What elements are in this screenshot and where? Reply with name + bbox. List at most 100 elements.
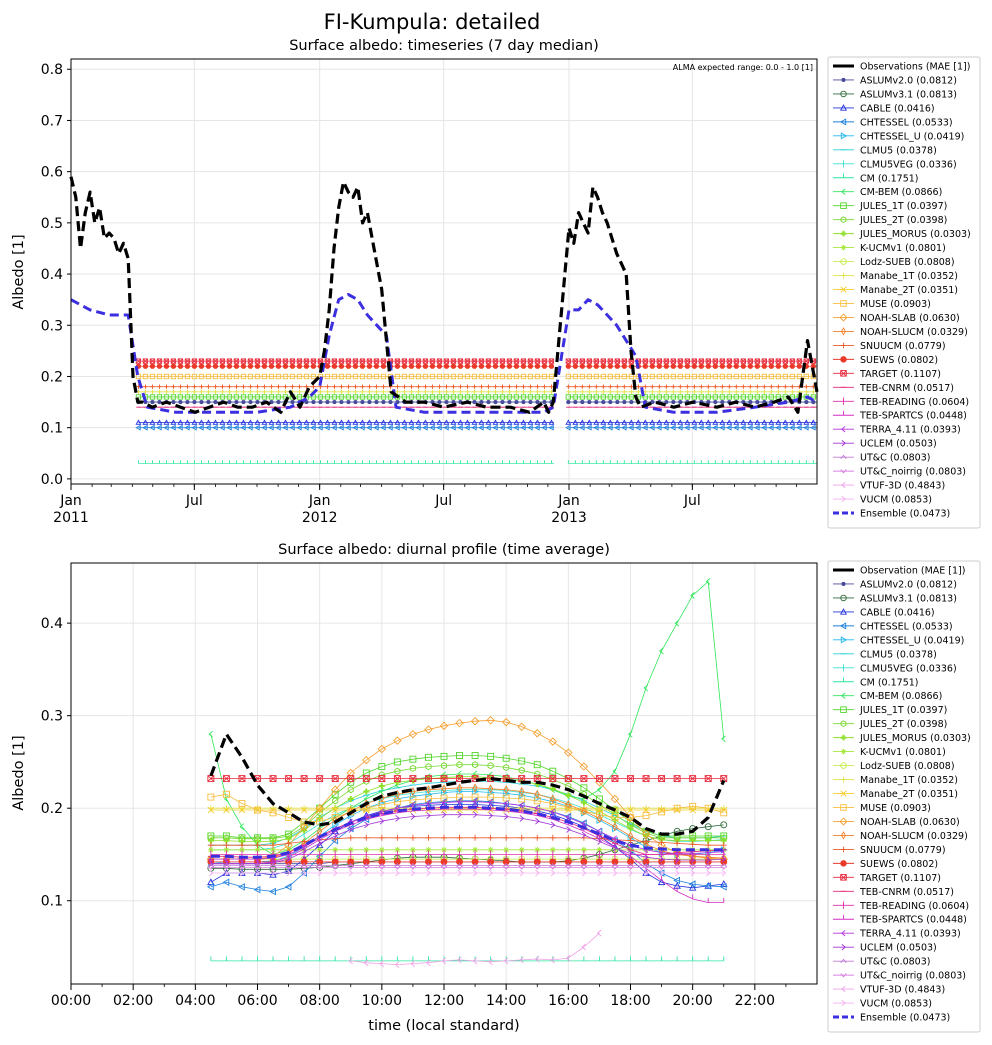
legend-entry-label: UT&C (0.0803) [860, 957, 930, 968]
legend-swatch-marker [840, 804, 847, 811]
model-level-marker [542, 384, 547, 389]
model-marker [239, 869, 245, 877]
model-level-marker [163, 394, 170, 400]
model-level-marker [325, 384, 330, 389]
model-level-marker [401, 363, 408, 369]
model-marker [642, 806, 650, 814]
model-level-marker [719, 419, 726, 425]
model-marker [393, 775, 401, 783]
model-marker [207, 878, 215, 886]
model-level-marker [677, 363, 683, 369]
model-level-marker [535, 384, 540, 389]
model-level-marker [471, 424, 477, 431]
model-level-marker [185, 400, 190, 405]
model-level-marker [219, 363, 226, 369]
model-level-marker [429, 358, 436, 364]
model-level-marker [593, 373, 599, 380]
model-marker [347, 778, 355, 786]
model-level-marker [248, 389, 253, 395]
model-level-marker [437, 400, 442, 405]
model-level-marker [416, 389, 421, 395]
model-level-marker [310, 419, 317, 425]
model-level-marker [205, 419, 212, 425]
legend-swatch-marker [841, 930, 846, 937]
model-level-marker [170, 373, 177, 380]
model-level-marker [614, 363, 620, 369]
model-level-marker [534, 373, 541, 380]
legend-entry-label: VUCM (0.0853) [860, 999, 932, 1010]
model-level-marker [219, 394, 226, 400]
model-marker [472, 783, 478, 793]
model-level-marker [415, 419, 422, 425]
model-level-marker [381, 389, 386, 395]
model-level-marker [565, 394, 571, 400]
model-level-marker [240, 373, 247, 380]
model-marker [238, 842, 245, 849]
model-level-marker [261, 419, 268, 425]
model-level-marker [705, 373, 711, 380]
model-level-marker [234, 389, 239, 395]
model-marker [270, 846, 277, 853]
model-level-marker [366, 363, 373, 369]
model-marker [472, 798, 478, 806]
model-marker [224, 869, 229, 877]
model-marker [299, 822, 309, 831]
model-level-marker [747, 419, 754, 425]
model-level-marker [572, 373, 578, 380]
legend-entry-label: CLMU5 (0.0378) [860, 649, 937, 660]
model-level-marker [478, 419, 485, 425]
legend-swatch-marker [840, 874, 847, 881]
legend-swatch-marker [841, 944, 846, 951]
model-level-marker [387, 419, 394, 425]
model-level-marker [754, 394, 760, 400]
model-level-marker [712, 373, 718, 380]
model-level-marker [803, 373, 809, 380]
model-marker [393, 758, 401, 766]
legend-entry-label: Manabe_2T (0.0351) [860, 789, 958, 800]
diurnal-xlabel: time (local standard) [368, 1018, 519, 1034]
model-level-marker [782, 373, 788, 380]
model-level-marker [541, 394, 548, 400]
model-level-marker [677, 419, 684, 425]
model-marker [689, 841, 696, 848]
model-level-marker [607, 363, 613, 369]
model-marker [612, 869, 618, 877]
model-level-marker [332, 384, 337, 389]
model-level-marker [685, 384, 690, 389]
model-level-marker [762, 384, 767, 389]
model-marker [254, 846, 261, 853]
model-line [210, 837, 724, 846]
model-marker [565, 814, 571, 821]
legend-swatch-marker [840, 90, 847, 98]
model-level-marker [345, 394, 352, 400]
model-marker [395, 815, 400, 822]
model-marker [550, 869, 556, 877]
model-level-marker [381, 400, 386, 405]
model-marker [595, 811, 603, 819]
model-marker [425, 834, 432, 841]
x-tick-label: 16:00 [548, 993, 588, 1009]
model-level-marker [754, 424, 760, 431]
model-level-marker [698, 419, 705, 425]
model-marker [286, 869, 292, 877]
model-level-marker [178, 400, 183, 405]
model-marker [503, 957, 509, 965]
model-marker [706, 869, 711, 877]
model-level-marker [761, 373, 767, 380]
model-level-marker [607, 424, 613, 431]
model-level-marker [642, 358, 648, 364]
model-level-marker [663, 424, 669, 431]
y-tick-label: 0.4 [41, 267, 63, 283]
model-level-marker [726, 373, 732, 380]
model-level-marker [677, 424, 683, 431]
model-level-marker [178, 389, 183, 395]
model-level-marker [156, 363, 163, 369]
model-marker [440, 775, 448, 783]
model-level-marker [443, 419, 450, 425]
model-level-marker [705, 424, 711, 431]
model-level-marker [521, 389, 526, 395]
model-marker [580, 799, 587, 806]
model-line [210, 800, 724, 892]
model-marker [238, 806, 246, 814]
model-level-marker [727, 384, 732, 389]
